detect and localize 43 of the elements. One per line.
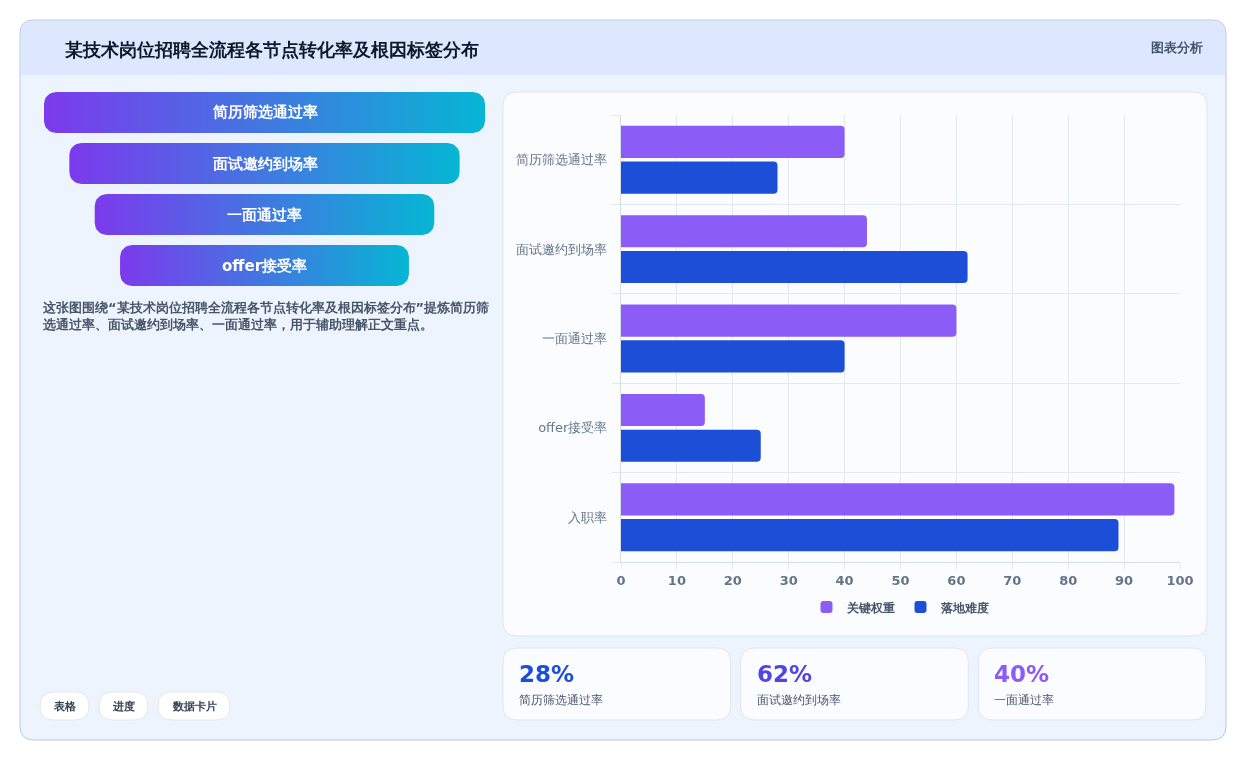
x-tick-label: 0 <box>616 572 626 588</box>
x-tick-label: 100 <box>1166 572 1194 588</box>
x-tick-label: 70 <box>1003 572 1022 588</box>
text: 数据卡片 <box>172 700 217 713</box>
bar <box>621 304 957 337</box>
x-tick-label: 30 <box>779 572 798 588</box>
text: 这张图围绕“某技术岗位招聘全流程各节点转化率及根因标签分布”提炼简历筛选通过率、面试邀约到场率、一面通过率，用于辅助理解正文重点。 <box>42 300 490 332</box>
bar <box>621 215 867 248</box>
bar <box>621 393 705 427</box>
bar <box>621 250 968 284</box>
bar <box>621 340 845 373</box>
x-tick-label: 60 <box>947 572 966 588</box>
bar <box>621 125 845 158</box>
text: 28% <box>519 661 575 687</box>
x-tick-label: 50 <box>891 572 910 588</box>
category-label: 面试邀约到场率 <box>212 155 318 173</box>
bar <box>621 429 761 462</box>
text: 图表分析 <box>1151 40 1203 55</box>
legend-label: 关键权重 <box>845 600 895 615</box>
y-tick-label: offer接受率 <box>538 420 608 436</box>
category-label: offer接受率 <box>222 257 308 275</box>
x-tick-label: 20 <box>723 572 742 588</box>
y-tick-label: 一面通过率 <box>542 331 608 347</box>
legend-label: 落地难度 <box>939 600 989 615</box>
text: 某技术岗位招聘全流程各节点转化率及根因标签分布 <box>64 39 479 60</box>
text: 表格 <box>53 700 77 713</box>
x-tick-label: 10 <box>667 572 686 588</box>
bar <box>621 519 1119 552</box>
y-tick-label: 面试邀约到场率 <box>516 241 608 257</box>
text: 一面通过率 <box>994 693 1054 707</box>
y-tick-label: 简历筛选通过率 <box>516 152 608 168</box>
text: 62% <box>757 661 813 687</box>
bar <box>621 161 778 194</box>
category-label: 一面通过率 <box>227 206 302 224</box>
y-tick-label: 入职率 <box>568 509 608 525</box>
category-label: 简历筛选通过率 <box>212 103 318 121</box>
text: 40% <box>994 661 1050 687</box>
x-tick-label: 40 <box>835 572 854 588</box>
bar <box>621 483 1175 516</box>
x-tick-label: 90 <box>1115 572 1134 588</box>
text: 进度 <box>112 700 135 713</box>
text: 面试邀约到场率 <box>757 693 841 707</box>
x-tick-label: 80 <box>1059 572 1078 588</box>
